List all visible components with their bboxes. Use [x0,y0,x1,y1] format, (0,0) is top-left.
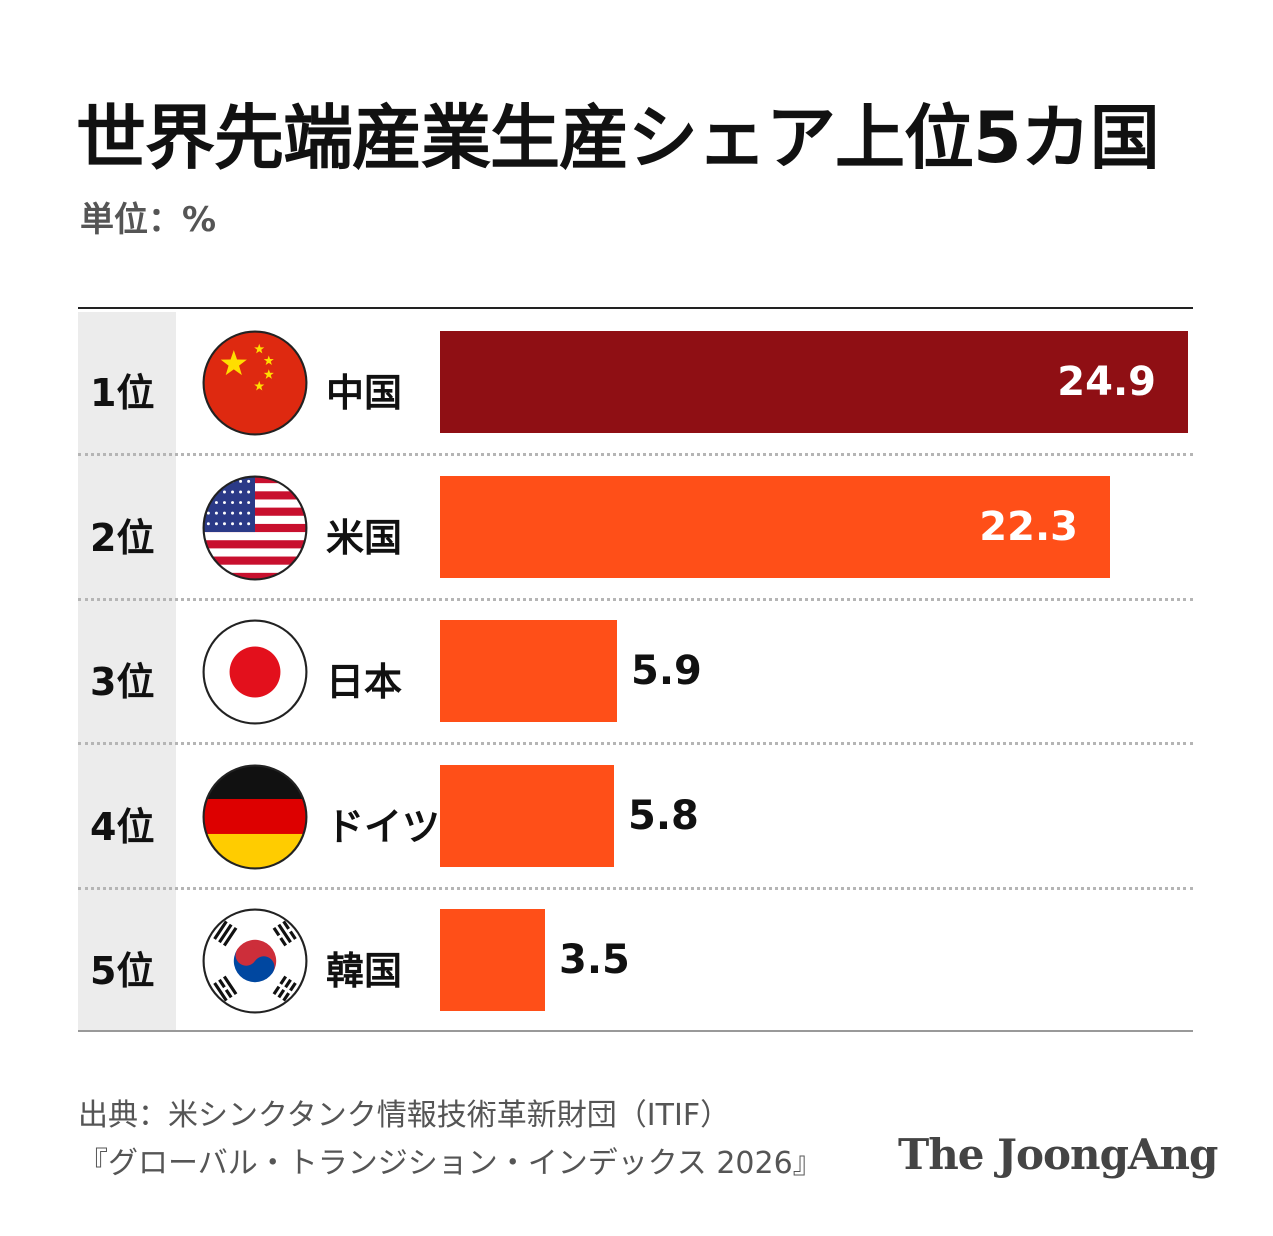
germany-flag-icon [202,764,308,870]
bar [440,620,617,722]
country-label: 韓国 [326,949,403,993]
rank-label: 1位 [90,371,155,415]
usa-flag-icon [202,475,308,581]
country-label: 中国 [326,371,403,415]
value-label: 5.8 [628,792,699,839]
chart-row: 5位 韓国 3.5 [78,890,1193,1034]
publisher-logo: The JoongAng [898,1130,1218,1179]
japan-flag-icon [202,619,308,725]
source-line-2: 『グローバル・トランジション・インデックス 2026』 [78,1146,823,1181]
china-flag-icon [202,330,308,436]
top-rule [78,307,1193,309]
bar [440,331,1188,433]
unit-label: 単位：% [80,200,217,240]
country-label: ドイツ [326,804,441,849]
row-divider [78,453,1193,456]
chart-title: 世界先端産業生産シェア上位5カ国 [76,97,1160,179]
source-line-1: 出典：米シンクタンク情報技術革新財団（ITIF） [78,1098,731,1133]
bottom-rule [78,1030,1193,1032]
rank-label: 4位 [90,804,155,849]
rank-column [78,312,176,1030]
source-note: 出典：米シンクタンク情報技術革新財団（ITIF） 『グローバル・トランジション・… [78,1092,823,1188]
rank-label: 5位 [90,949,155,993]
row-divider [78,886,1193,890]
chart-row: 4位 ドイツ 5.8 [78,746,1193,890]
value-label: 22.3 [979,503,1078,550]
value-label: 3.5 [559,937,630,983]
chart-row: 3位 日本 5.9 [78,601,1193,745]
bar [440,475,1110,578]
value-label: 24.9 [1057,359,1156,405]
row-divider [78,597,1193,601]
country-label: 米国 [326,515,403,560]
korea-flag-icon [202,908,308,1014]
chart-row: 2位 米国 22.3 [78,457,1193,601]
bar [440,909,545,1011]
value-label: 5.9 [631,648,702,694]
row-divider [78,742,1193,745]
country-label: 日本 [326,660,403,704]
rank-label: 2位 [90,515,155,560]
rank-label: 3位 [90,660,155,704]
chart-row: 1位 中国 24.9 [78,312,1193,456]
bar [440,764,614,867]
